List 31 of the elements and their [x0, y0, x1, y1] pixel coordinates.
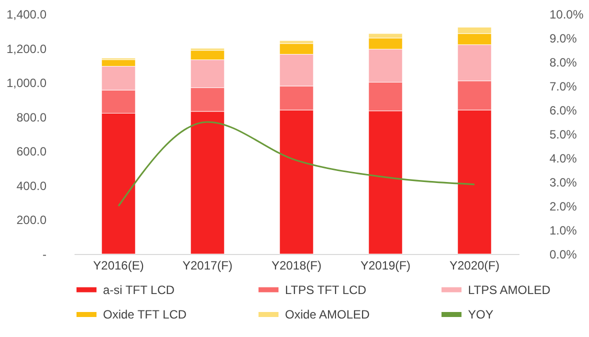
- y2-tick-label: 9.0%: [550, 32, 578, 46]
- y2-tick-label: 1.0%: [550, 224, 578, 238]
- x-tick-label: Y2016(E): [93, 258, 144, 272]
- y2-tick-label: 3.0%: [550, 176, 578, 190]
- y-tick-label: 600.0: [16, 144, 47, 159]
- legend-label: Oxide AMOLED: [285, 308, 370, 322]
- y2-tick-label: 7.0%: [550, 80, 578, 94]
- legend-label: a-si TFT LCD: [103, 282, 175, 297]
- x-tick-label: Y2019(F): [360, 258, 411, 272]
- y-tick-label: 1,000.0: [6, 76, 47, 90]
- line-series: [118, 121, 476, 207]
- y2-tick-label: 2.0%: [550, 200, 578, 214]
- y2-tick-label: 10.0%: [550, 8, 584, 22]
- y-tick-label: 400.0: [16, 178, 47, 193]
- legend-label: Oxide TFT LCD: [103, 308, 187, 322]
- y2-tick-label: 4.0%: [550, 152, 578, 166]
- y2-tick-label: 6.0%: [550, 104, 578, 118]
- y2-tick-label: 5.0%: [550, 128, 578, 142]
- legend-label: LTPS TFT LCD: [285, 282, 367, 297]
- y-tick-label: 1,400.0: [6, 8, 47, 22]
- y2-tick-label: 0.0%: [550, 248, 578, 262]
- legend-label: LTPS AMOLED: [468, 282, 551, 297]
- legend-label: YOY: [468, 308, 494, 322]
- y2-tick-label: 8.0%: [550, 56, 578, 70]
- x-tick-label: Y2017(F): [182, 258, 233, 272]
- y-tick-label: 200.0: [16, 213, 47, 228]
- y-tick-label: -: [42, 248, 46, 262]
- y-tick-label: 800.0: [16, 110, 47, 124]
- x-tick-label: Y2020(F): [449, 258, 500, 272]
- y-tick-label: 1,200.0: [6, 42, 47, 56]
- x-tick-label: Y2018(F): [271, 258, 322, 272]
